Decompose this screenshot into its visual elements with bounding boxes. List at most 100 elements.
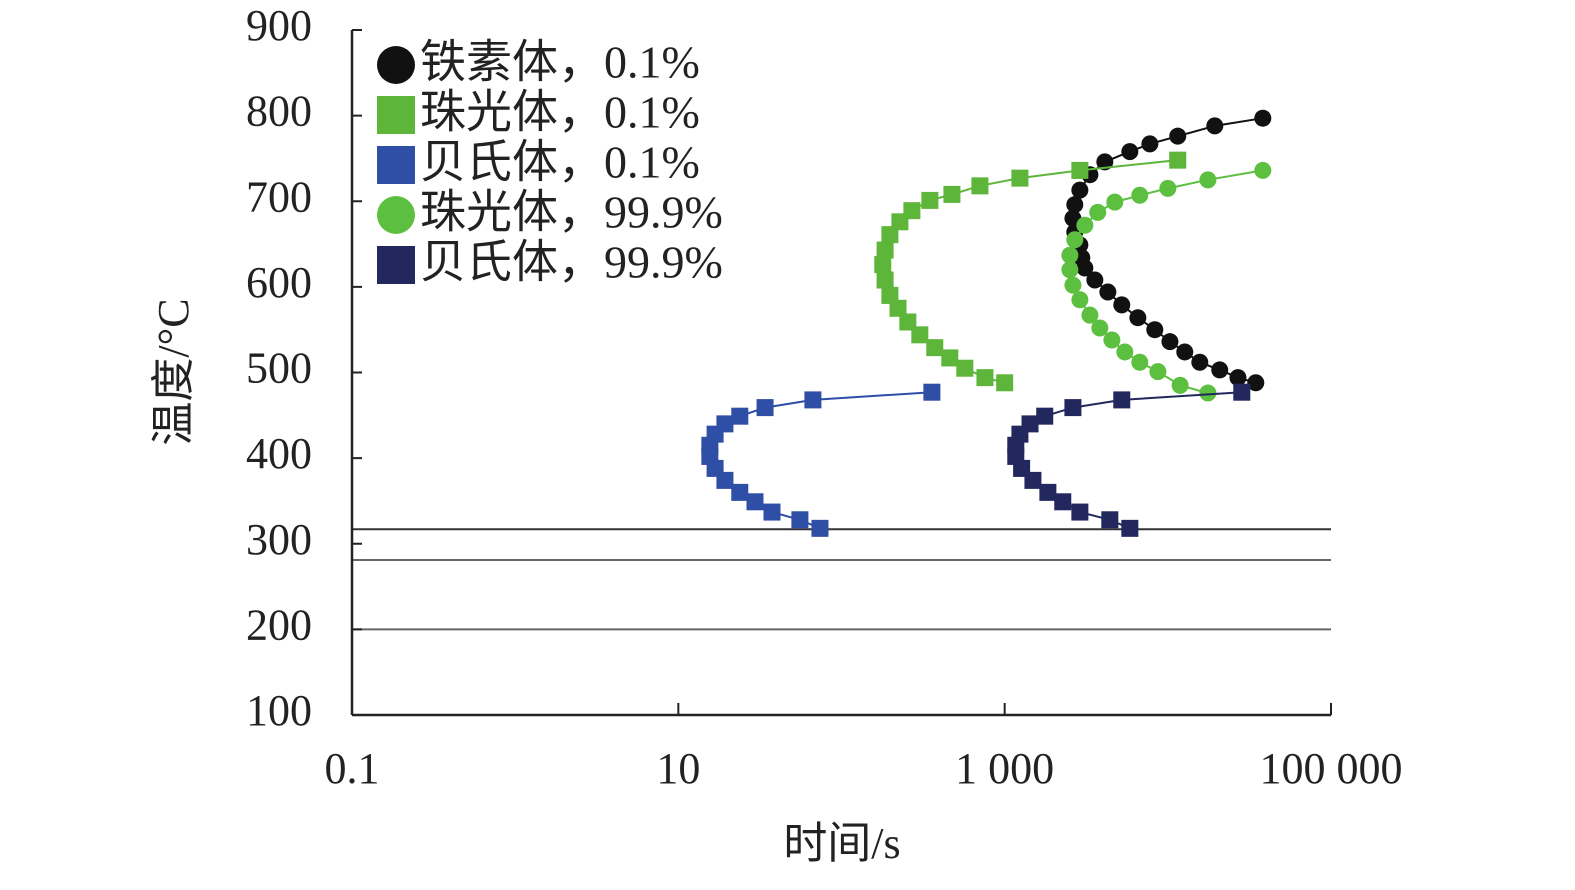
legend-label: 贝氏体，99.9%	[420, 237, 723, 288]
point	[891, 213, 909, 231]
y-tick-label: 400	[246, 429, 312, 478]
x-tick-label: 1 000	[955, 744, 1054, 793]
point	[1254, 109, 1272, 127]
point	[1081, 306, 1099, 324]
point	[1121, 519, 1139, 537]
point	[911, 326, 929, 344]
point	[889, 299, 907, 317]
point	[1071, 291, 1089, 309]
point	[926, 339, 944, 357]
y-tick-label: 900	[246, 1, 312, 50]
point	[1146, 321, 1164, 339]
point	[1159, 179, 1177, 197]
legend-label: 珠光体，99.9%	[420, 187, 723, 238]
legend-marker	[377, 46, 415, 84]
point	[1206, 117, 1224, 135]
point	[1171, 376, 1189, 394]
point	[1169, 151, 1187, 169]
point	[1141, 135, 1159, 153]
point	[1211, 361, 1229, 379]
point	[1247, 374, 1265, 392]
point	[1071, 503, 1089, 521]
legend-marker	[377, 146, 415, 184]
point	[1121, 143, 1139, 161]
x-tick-label: 0.1	[325, 744, 380, 793]
point	[1161, 333, 1179, 351]
point	[1039, 483, 1057, 501]
legend-label: 铁素体，0.1%	[420, 37, 700, 88]
point	[996, 374, 1014, 392]
point	[1199, 384, 1217, 402]
point	[921, 191, 939, 209]
point	[1061, 261, 1079, 279]
x-tick-label: 10	[656, 744, 700, 793]
x-axis-title: 时间/s	[783, 819, 900, 868]
point	[1066, 196, 1084, 214]
point	[1076, 259, 1094, 277]
point	[876, 241, 894, 259]
point	[1113, 391, 1131, 409]
point	[1011, 169, 1029, 187]
y-tick-label: 700	[246, 172, 312, 221]
point	[1101, 511, 1119, 529]
point	[746, 493, 764, 511]
point	[1089, 203, 1107, 221]
point	[1149, 363, 1167, 381]
y-tick-label: 300	[246, 515, 312, 564]
point	[923, 383, 941, 401]
point	[1131, 186, 1149, 204]
point	[1076, 216, 1094, 234]
point	[976, 369, 994, 387]
point	[791, 511, 809, 529]
point	[1096, 153, 1114, 171]
point	[804, 391, 822, 409]
y-tick-label: 600	[246, 258, 312, 307]
point	[1071, 161, 1089, 179]
point	[1191, 353, 1209, 371]
point	[941, 349, 959, 367]
point	[731, 407, 749, 425]
point	[1064, 399, 1082, 417]
legend-marker	[377, 96, 415, 134]
y-axis-title: 温度/°C	[149, 298, 198, 445]
point	[956, 359, 974, 377]
point	[1116, 343, 1134, 361]
point	[1199, 171, 1217, 189]
point	[756, 399, 774, 417]
x-tick-label: 100 000	[1260, 744, 1403, 793]
legend-marker	[377, 196, 415, 234]
point	[971, 177, 989, 195]
point	[1106, 193, 1124, 211]
point	[874, 256, 892, 274]
point	[1169, 127, 1187, 145]
point	[1099, 283, 1117, 301]
point	[1229, 369, 1247, 387]
y-tick-label: 800	[246, 87, 312, 136]
point	[1071, 181, 1089, 199]
point	[1254, 161, 1272, 179]
y-tick-label: 100	[246, 686, 312, 735]
point	[1176, 343, 1194, 361]
point	[1113, 296, 1131, 314]
point	[881, 286, 899, 304]
point	[811, 519, 829, 537]
point	[1131, 353, 1149, 371]
y-tick-label: 200	[246, 600, 312, 649]
legend-label: 珠光体，0.1%	[420, 87, 700, 138]
point	[876, 271, 894, 289]
point	[1233, 383, 1251, 401]
point	[1066, 231, 1084, 249]
legend-label: 贝氏体，0.1%	[420, 137, 700, 188]
point	[1103, 331, 1121, 349]
point	[1024, 471, 1042, 489]
point	[1036, 407, 1054, 425]
point	[943, 185, 961, 203]
point	[1086, 271, 1104, 289]
point	[716, 471, 734, 489]
point	[1091, 319, 1109, 337]
point	[731, 483, 749, 501]
point	[1054, 493, 1072, 511]
point	[899, 313, 917, 331]
point	[1129, 309, 1147, 327]
